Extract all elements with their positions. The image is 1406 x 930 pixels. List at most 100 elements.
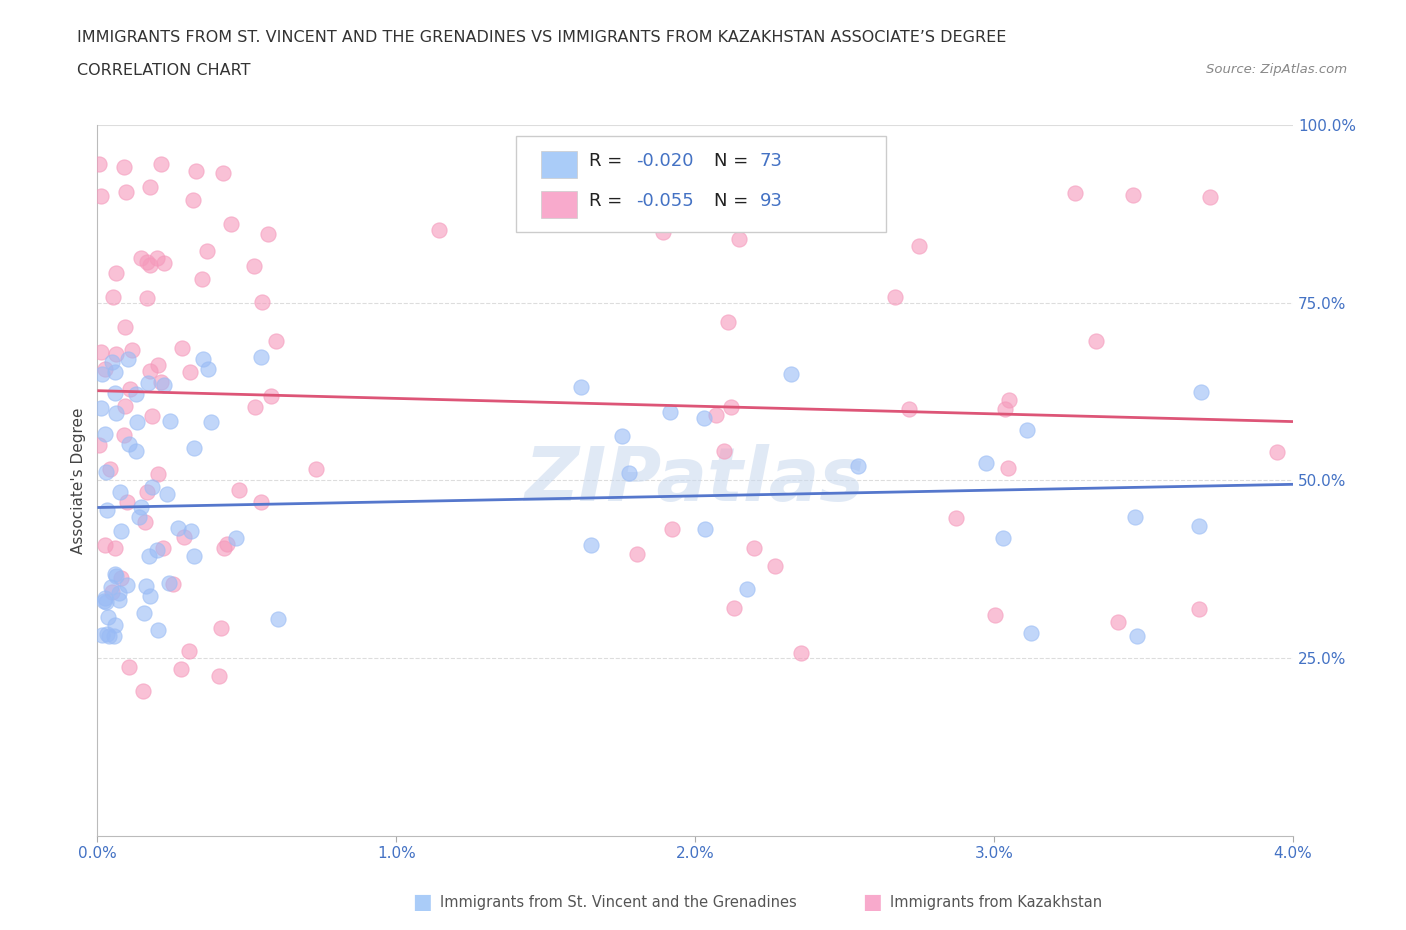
Point [1084, 333, 1107, 348]
Point [704, 407, 727, 422]
Point [152, 540, 174, 555]
Point [846, 458, 869, 473]
Point [129, 499, 152, 514]
Y-axis label: Associate's Degree: Associate's Degree [72, 407, 86, 553]
Point [108, 585, 131, 600]
Point [146, 358, 169, 373]
Point [146, 543, 169, 558]
Point [117, 352, 139, 366]
Point [658, 405, 681, 419]
Point [104, 386, 127, 401]
Point [134, 514, 156, 529]
Text: -0.055: -0.055 [637, 192, 695, 209]
Point [135, 579, 157, 594]
Point [179, 365, 201, 379]
Point [212, 166, 235, 180]
Point [209, 620, 232, 635]
Point [728, 232, 751, 246]
Point [150, 157, 173, 172]
Point [661, 522, 683, 537]
Point [1019, 626, 1042, 641]
Point [717, 314, 740, 329]
Point [651, 224, 673, 239]
Point [170, 341, 193, 356]
Point [994, 402, 1017, 417]
Point [162, 577, 184, 591]
Point [155, 487, 177, 502]
Point [742, 540, 765, 555]
Point [569, 380, 592, 395]
Point [264, 334, 287, 349]
Point [1265, 445, 1288, 459]
Point [150, 375, 173, 390]
Point [101, 354, 124, 369]
Point [752, 213, 775, 228]
Point [104, 541, 127, 556]
Point [114, 319, 136, 334]
Point [132, 605, 155, 620]
Point [243, 259, 266, 273]
Point [110, 485, 132, 499]
Point [181, 193, 204, 207]
Point [131, 684, 153, 698]
Point [266, 611, 288, 626]
Point [249, 350, 271, 365]
Text: ■: ■ [862, 892, 882, 912]
Point [139, 179, 162, 194]
Point [114, 185, 136, 200]
Text: R =: R = [589, 152, 627, 169]
Point [208, 669, 231, 684]
Point [139, 258, 162, 272]
Point [125, 415, 148, 430]
Point [735, 582, 758, 597]
FancyBboxPatch shape [541, 151, 576, 178]
Point [1189, 385, 1212, 400]
Text: Immigrants from Kazakhstan: Immigrants from Kazakhstan [890, 895, 1102, 910]
Point [153, 378, 176, 392]
Point [1063, 185, 1085, 200]
Point [184, 164, 207, 179]
Point [105, 265, 128, 280]
Text: 93: 93 [759, 192, 783, 209]
Point [250, 495, 273, 510]
Point [87, 156, 110, 171]
Point [610, 429, 633, 444]
Point [183, 441, 205, 456]
Point [195, 243, 218, 258]
Point [260, 389, 283, 404]
Point [146, 622, 169, 637]
Point [105, 405, 128, 420]
Point [984, 608, 1007, 623]
Point [97, 609, 120, 624]
Point [180, 524, 202, 538]
Point [121, 343, 143, 358]
Point [1199, 190, 1222, 205]
Point [107, 592, 129, 607]
Point [257, 227, 280, 242]
Point [135, 255, 157, 270]
Point [90, 400, 112, 415]
Point [197, 362, 219, 377]
Point [1125, 510, 1147, 525]
Text: 73: 73 [759, 152, 783, 169]
FancyBboxPatch shape [516, 136, 886, 232]
Point [105, 568, 128, 583]
Point [90, 344, 112, 359]
Point [173, 529, 195, 544]
Point [89, 438, 111, 453]
Point [148, 466, 170, 481]
Point [145, 250, 167, 265]
Point [1017, 422, 1039, 437]
Point [617, 466, 640, 481]
Text: N =: N = [714, 152, 754, 169]
Point [779, 366, 801, 381]
Text: -0.020: -0.020 [637, 152, 695, 169]
Point [141, 480, 163, 495]
Point [139, 364, 162, 379]
Point [118, 382, 141, 397]
Point [94, 362, 117, 377]
Text: ZIPatlas: ZIPatlas [526, 444, 865, 517]
Point [217, 537, 239, 551]
Point [945, 511, 967, 525]
Point [191, 272, 214, 286]
